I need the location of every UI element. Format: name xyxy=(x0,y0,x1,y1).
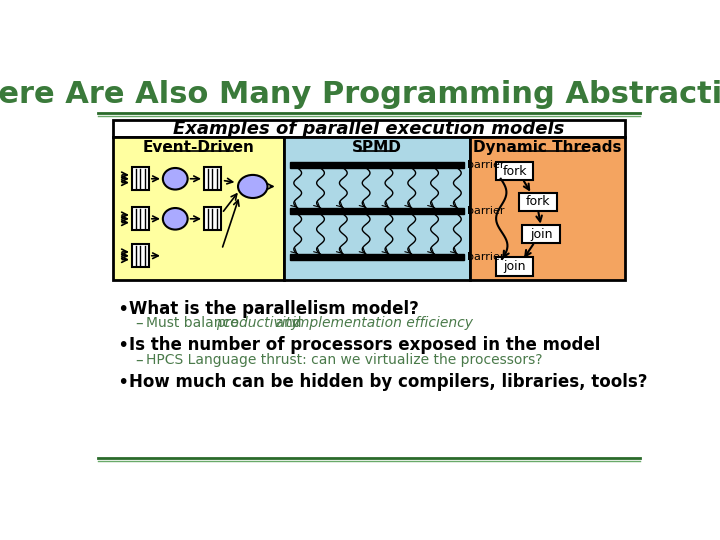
Text: barrier: barrier xyxy=(467,160,505,170)
Text: productivity: productivity xyxy=(216,316,300,330)
Text: How much can be hidden by compilers, libraries, tools?: How much can be hidden by compilers, lib… xyxy=(129,373,647,391)
Bar xyxy=(204,167,221,190)
Text: join: join xyxy=(503,260,526,273)
Text: •: • xyxy=(117,336,128,355)
Text: There Are Also Many Programming Abstractions: There Are Also Many Programming Abstract… xyxy=(0,79,720,109)
Text: HPCS Language thrust: can we virtualize the processors?: HPCS Language thrust: can we virtualize … xyxy=(145,353,542,367)
Text: •: • xyxy=(117,300,128,319)
Text: Is the number of processors exposed in the model: Is the number of processors exposed in t… xyxy=(129,336,600,354)
Text: Must balance: Must balance xyxy=(145,316,243,330)
Bar xyxy=(469,137,625,280)
Text: barrier: barrier xyxy=(467,252,505,262)
Bar xyxy=(290,254,464,260)
Bar xyxy=(290,208,464,214)
FancyBboxPatch shape xyxy=(496,162,534,180)
Ellipse shape xyxy=(163,208,188,230)
Text: •: • xyxy=(117,373,128,392)
Bar xyxy=(113,120,625,137)
Bar xyxy=(132,207,149,231)
Ellipse shape xyxy=(163,168,188,190)
Text: –: – xyxy=(135,353,143,368)
Text: fork: fork xyxy=(526,195,550,208)
Ellipse shape xyxy=(238,175,267,198)
Bar xyxy=(132,244,149,267)
Bar xyxy=(132,167,149,190)
FancyBboxPatch shape xyxy=(523,225,559,244)
Bar xyxy=(113,137,284,280)
Text: and: and xyxy=(271,316,306,330)
Text: Event-Driven: Event-Driven xyxy=(143,140,254,154)
Text: barrier: barrier xyxy=(467,206,505,216)
Text: join: join xyxy=(530,228,552,241)
FancyBboxPatch shape xyxy=(496,257,534,276)
FancyBboxPatch shape xyxy=(519,193,557,211)
Bar xyxy=(204,207,221,231)
Text: Examples of parallel execution models: Examples of parallel execution models xyxy=(174,120,564,138)
Text: fork: fork xyxy=(503,165,527,178)
Text: What is the parallelism model?: What is the parallelism model? xyxy=(129,300,418,318)
Bar xyxy=(284,137,469,280)
Text: –: – xyxy=(135,316,143,331)
Text: SPMD: SPMD xyxy=(352,140,402,154)
Text: Dynamic Threads: Dynamic Threads xyxy=(473,140,621,154)
Bar xyxy=(290,162,464,168)
Text: implementation efficiency: implementation efficiency xyxy=(292,316,473,330)
